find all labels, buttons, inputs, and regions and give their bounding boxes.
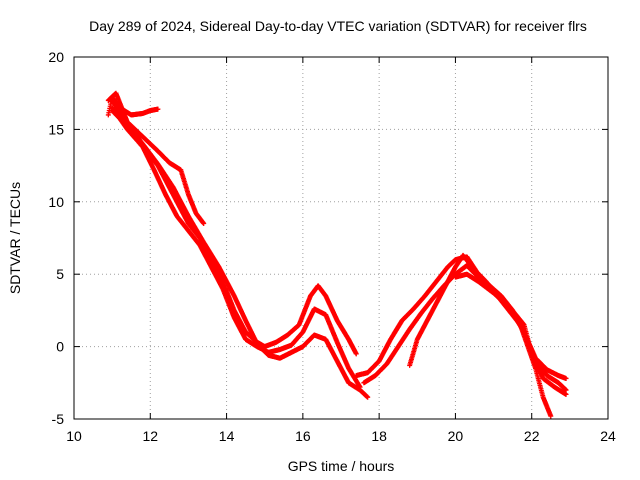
y-tick-label: 5 xyxy=(56,266,64,282)
data-point xyxy=(365,394,371,400)
y-tick-label: 15 xyxy=(48,121,64,137)
grid-lines xyxy=(74,57,608,419)
series-track-9 xyxy=(452,271,569,397)
x-tick-label: 22 xyxy=(524,428,540,444)
data-points xyxy=(105,90,569,419)
y-tick-label: -5 xyxy=(52,411,65,427)
series-track-5 xyxy=(109,108,371,400)
x-tick-label: 20 xyxy=(448,428,464,444)
data-point xyxy=(155,106,161,112)
y-tick-label: 10 xyxy=(48,194,64,210)
plot-frame xyxy=(73,56,609,420)
x-tick-label: 18 xyxy=(371,428,387,444)
chart-title: Day 289 of 2024, Sidereal Day-to-day VTE… xyxy=(89,18,587,34)
x-tick-label: 14 xyxy=(219,428,235,444)
x-tick-label: 24 xyxy=(600,428,616,444)
data-point xyxy=(563,375,569,381)
data-point xyxy=(563,391,569,397)
y-tick-label: 20 xyxy=(48,49,64,65)
y-tick-label: 0 xyxy=(56,339,64,355)
data-point xyxy=(201,221,207,227)
x-tick-label: 10 xyxy=(66,428,82,444)
x-axis-label: GPS time / hours xyxy=(288,458,395,474)
y-axis-label: SDTVAR / TECUs xyxy=(7,182,23,294)
data-point xyxy=(548,413,554,419)
x-tick-label: 16 xyxy=(295,428,311,444)
data-point xyxy=(353,351,359,357)
x-tick-label: 12 xyxy=(142,428,158,444)
axis-ticks: 10 12 14 16 18 20 22 24 -5 0 5 10 15 20 xyxy=(48,49,616,444)
